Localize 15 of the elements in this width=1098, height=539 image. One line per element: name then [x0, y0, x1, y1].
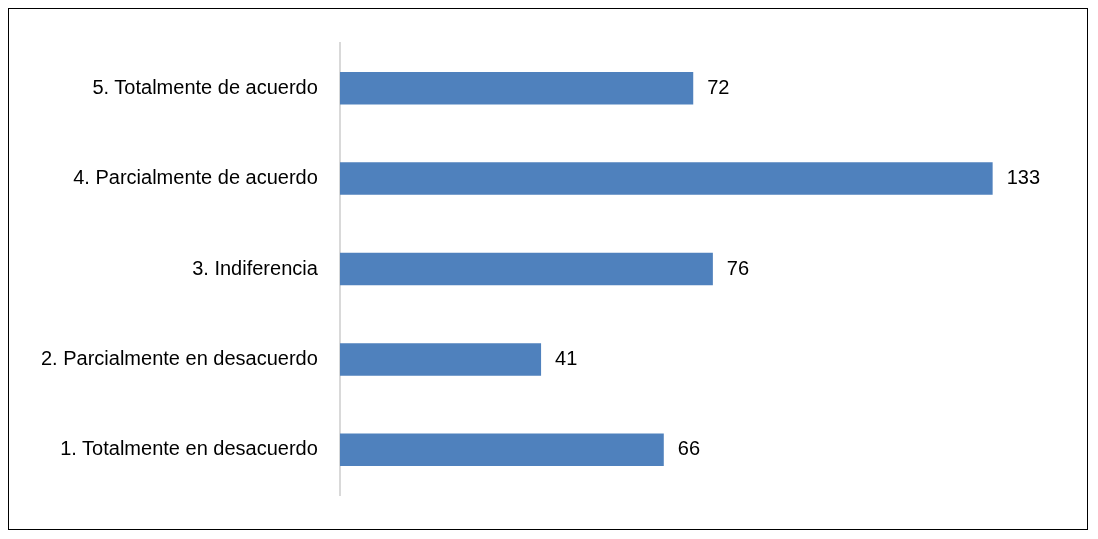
bar [339, 162, 993, 195]
data-label: 66 [677, 437, 701, 460]
data-label: 76 [726, 256, 750, 279]
y-tick-label: 2. Parcialmente en desacuerdo [40, 346, 318, 369]
data-label: 41 [555, 346, 578, 369]
data-label: 133 [1006, 166, 1041, 189]
y-tick-label: 4. Parcialmente de acuerdo [73, 166, 318, 189]
bar [339, 433, 664, 467]
y-tick-label: 3. Indiferencia [192, 256, 319, 279]
bar [339, 343, 542, 376]
y-tick-label: 1. Totalmente en desacuerdo [60, 437, 318, 460]
data-label: 72 [707, 75, 730, 98]
y-tick-label: 5. Totalmente de acuerdo [92, 75, 318, 98]
bar [339, 252, 713, 286]
bar [339, 71, 694, 105]
